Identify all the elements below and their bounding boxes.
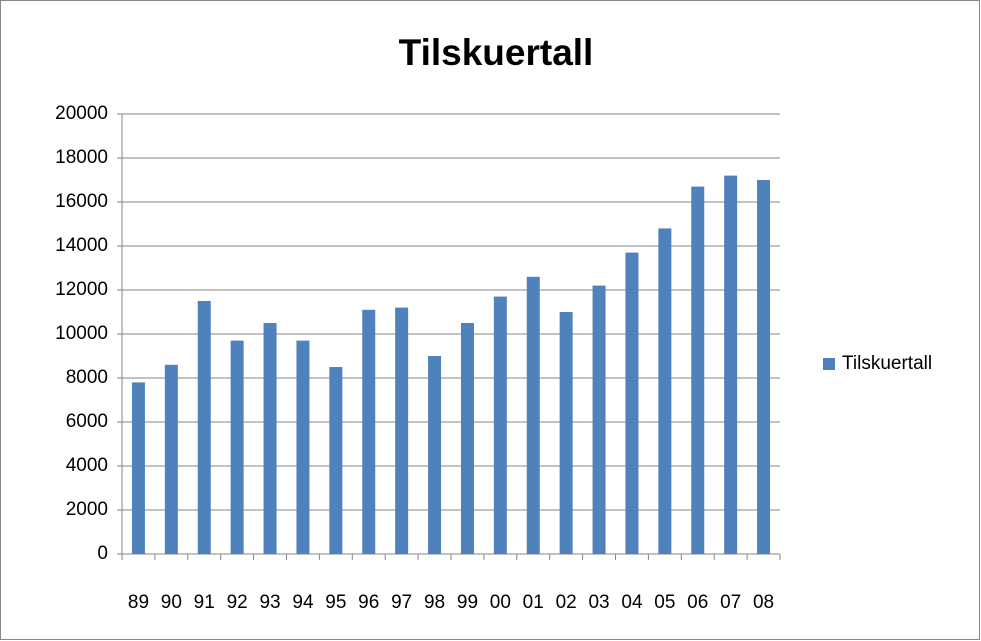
x-tick-label: 89 [128, 592, 149, 613]
x-tick-label: 01 [523, 592, 544, 613]
y-tick-label: 20000 [55, 103, 108, 124]
x-tick-label: 91 [194, 592, 215, 613]
x-tick-label: 00 [490, 592, 511, 613]
bar [164, 364, 178, 554]
y-tick-label: 14000 [55, 235, 108, 256]
bar [724, 175, 738, 554]
x-tick-label: 92 [227, 592, 248, 613]
x-tick-label: 90 [161, 592, 182, 613]
x-tick-label: 98 [424, 592, 445, 613]
bar [460, 323, 474, 554]
legend-swatch [823, 358, 835, 370]
bar [625, 252, 639, 554]
x-tick-label: 94 [292, 592, 314, 613]
bar [329, 367, 343, 554]
x-tick-label: 05 [654, 592, 675, 613]
x-tick-label: 08 [753, 592, 774, 613]
bar [559, 312, 573, 554]
bar [296, 340, 310, 554]
bar [131, 382, 145, 554]
x-tick-label: 07 [720, 592, 741, 613]
x-tick-label: 96 [358, 592, 379, 613]
chart-title: Tilskuertall [399, 32, 594, 73]
x-tick-label: 02 [556, 592, 577, 613]
y-tick-label: 8000 [66, 367, 108, 388]
bar [197, 301, 211, 554]
x-tick-label: 93 [259, 592, 280, 613]
bar [757, 180, 771, 554]
bar [592, 285, 606, 554]
y-tick-label: 12000 [55, 279, 108, 300]
y-tick-label: 10000 [55, 323, 108, 344]
bar [428, 356, 442, 554]
y-tick-label: 2000 [66, 499, 108, 520]
bar [362, 309, 376, 554]
x-tick-label: 03 [588, 592, 609, 613]
bar [691, 186, 705, 554]
x-tick-label: 97 [391, 592, 412, 613]
x-tick-label: 95 [325, 592, 346, 613]
bar [263, 323, 277, 554]
bar [526, 276, 540, 554]
y-tick-label: 16000 [55, 191, 108, 212]
x-tick-label: 99 [457, 592, 478, 613]
x-tick-label: 04 [621, 592, 643, 613]
bar [395, 307, 409, 554]
y-tick-label: 18000 [55, 147, 108, 168]
bar [493, 296, 507, 554]
y-tick-label: 4000 [66, 455, 108, 476]
bar [658, 228, 672, 554]
x-tick-label: 06 [687, 592, 708, 613]
legend-label: Tilskuertall [842, 353, 932, 374]
y-tick-label: 6000 [66, 411, 108, 432]
bar [230, 340, 244, 554]
y-tick-label: 0 [97, 543, 108, 564]
